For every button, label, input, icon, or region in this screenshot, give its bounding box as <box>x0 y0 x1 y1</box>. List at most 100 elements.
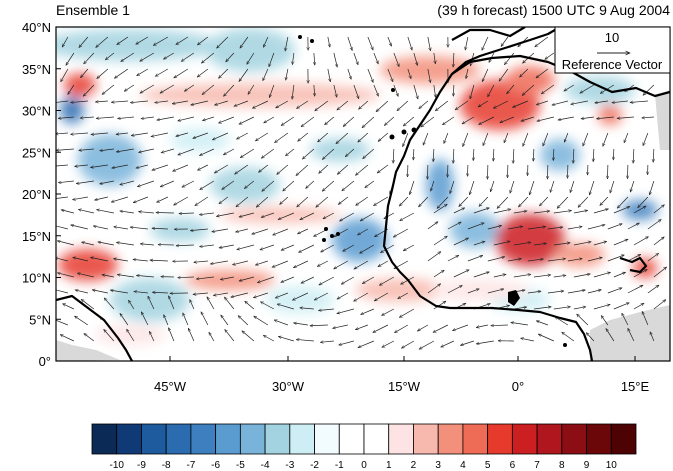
wind-vector <box>56 225 68 230</box>
wind-vector <box>121 52 135 62</box>
wind-vector <box>56 289 68 294</box>
wind-vector <box>499 68 509 81</box>
wind-vector <box>257 276 274 283</box>
wind-vector <box>337 292 349 300</box>
wind-vector <box>362 116 375 128</box>
wind-vector <box>61 36 69 47</box>
wind-vector <box>253 292 268 298</box>
negative-anomaly <box>332 218 388 262</box>
wind-vector <box>187 328 195 342</box>
wind-vector <box>327 36 330 47</box>
wind-vector <box>593 148 594 162</box>
negative-anomaly <box>310 138 370 162</box>
wind-vector <box>437 196 449 208</box>
wind-vector <box>71 133 88 134</box>
negative-anomaly <box>622 200 658 220</box>
colorbar-box <box>314 423 340 455</box>
wind-vector <box>172 100 188 104</box>
island-azores <box>310 39 314 43</box>
wind-vector <box>60 68 69 82</box>
wind-vector <box>407 68 411 79</box>
wind-vector <box>394 324 409 333</box>
wind-vector <box>365 180 375 188</box>
wind-vector <box>504 52 515 65</box>
wind-vector <box>79 36 89 47</box>
negative-anomaly <box>60 96 84 124</box>
wind-vector <box>96 210 114 214</box>
wind-vector <box>239 68 249 82</box>
colorbar-box <box>487 423 513 455</box>
wind-vector <box>376 100 389 112</box>
wind-vector <box>68 84 75 94</box>
wind-vector <box>152 292 168 293</box>
wind-vector <box>322 180 335 191</box>
wind-vector <box>577 314 589 326</box>
wind-vector <box>355 164 369 175</box>
positive-anomaly <box>355 278 445 302</box>
colorbar-label: -8 <box>162 460 171 471</box>
wind-vector <box>262 68 269 81</box>
wind-vector <box>513 211 527 214</box>
reference-vector-magnitude: 10 <box>605 30 619 45</box>
wind-vector <box>387 36 392 46</box>
wind-vector <box>176 36 189 45</box>
title-right: (39 h forecast) 1500 UTC 9 Aug 2004 <box>437 2 670 18</box>
wind-vector <box>236 228 248 232</box>
wind-vector <box>202 84 215 95</box>
wind-vector <box>453 207 465 214</box>
colorbar-label: -5 <box>236 460 245 471</box>
wind-vector <box>373 84 379 96</box>
wind-vector <box>558 116 574 120</box>
wind-vector <box>277 304 294 310</box>
wind-vector <box>513 307 527 310</box>
wind-vector <box>181 52 195 61</box>
wind-vector <box>297 100 309 108</box>
wind-vector <box>174 196 189 206</box>
wind-vector <box>197 68 209 77</box>
wind-vector <box>325 116 335 125</box>
wind-vector <box>374 196 389 206</box>
wind-vector <box>193 132 208 138</box>
wind-vector <box>298 244 315 253</box>
negative-anomaly <box>265 286 335 314</box>
island-cape-verde <box>324 227 328 231</box>
wind-vector <box>128 300 135 310</box>
wind-vector <box>262 180 275 191</box>
wind-vector <box>82 242 94 246</box>
wind-vector <box>104 298 115 310</box>
wind-vector <box>547 291 564 294</box>
colorbar-label: -7 <box>186 460 195 471</box>
wind-vector <box>56 100 68 103</box>
coastline-south-america <box>56 294 133 361</box>
wind-vector <box>197 36 209 45</box>
positive-anomaly <box>598 105 622 125</box>
wind-vector <box>306 180 315 189</box>
wind-vector <box>160 84 175 93</box>
wind-vector <box>56 164 68 167</box>
wind-vector <box>174 68 189 78</box>
wind-vector <box>79 149 94 150</box>
wind-vector <box>580 84 595 93</box>
wind-vector <box>117 275 134 278</box>
wind-vector <box>261 212 274 217</box>
wind-vector <box>453 148 454 163</box>
wind-vector <box>573 274 590 278</box>
wind-vector <box>553 243 570 246</box>
wind-vector <box>319 164 329 173</box>
island-cape-verde <box>336 232 340 236</box>
wind-vector <box>382 308 395 316</box>
wind-vector <box>274 320 288 326</box>
wind-vector <box>164 315 169 326</box>
colorbar-label: 10 <box>606 460 618 471</box>
wind-vector <box>573 307 586 310</box>
wind-vector <box>601 316 609 326</box>
wind-vector <box>545 52 555 59</box>
wind-vector <box>630 101 648 102</box>
wind-vector <box>217 36 229 48</box>
wind-vector <box>240 36 249 48</box>
wind-vector <box>113 259 128 262</box>
wind-vector <box>603 132 609 146</box>
wind-vector <box>337 164 349 174</box>
wind-vector <box>467 223 484 230</box>
wind-vector <box>234 100 248 106</box>
